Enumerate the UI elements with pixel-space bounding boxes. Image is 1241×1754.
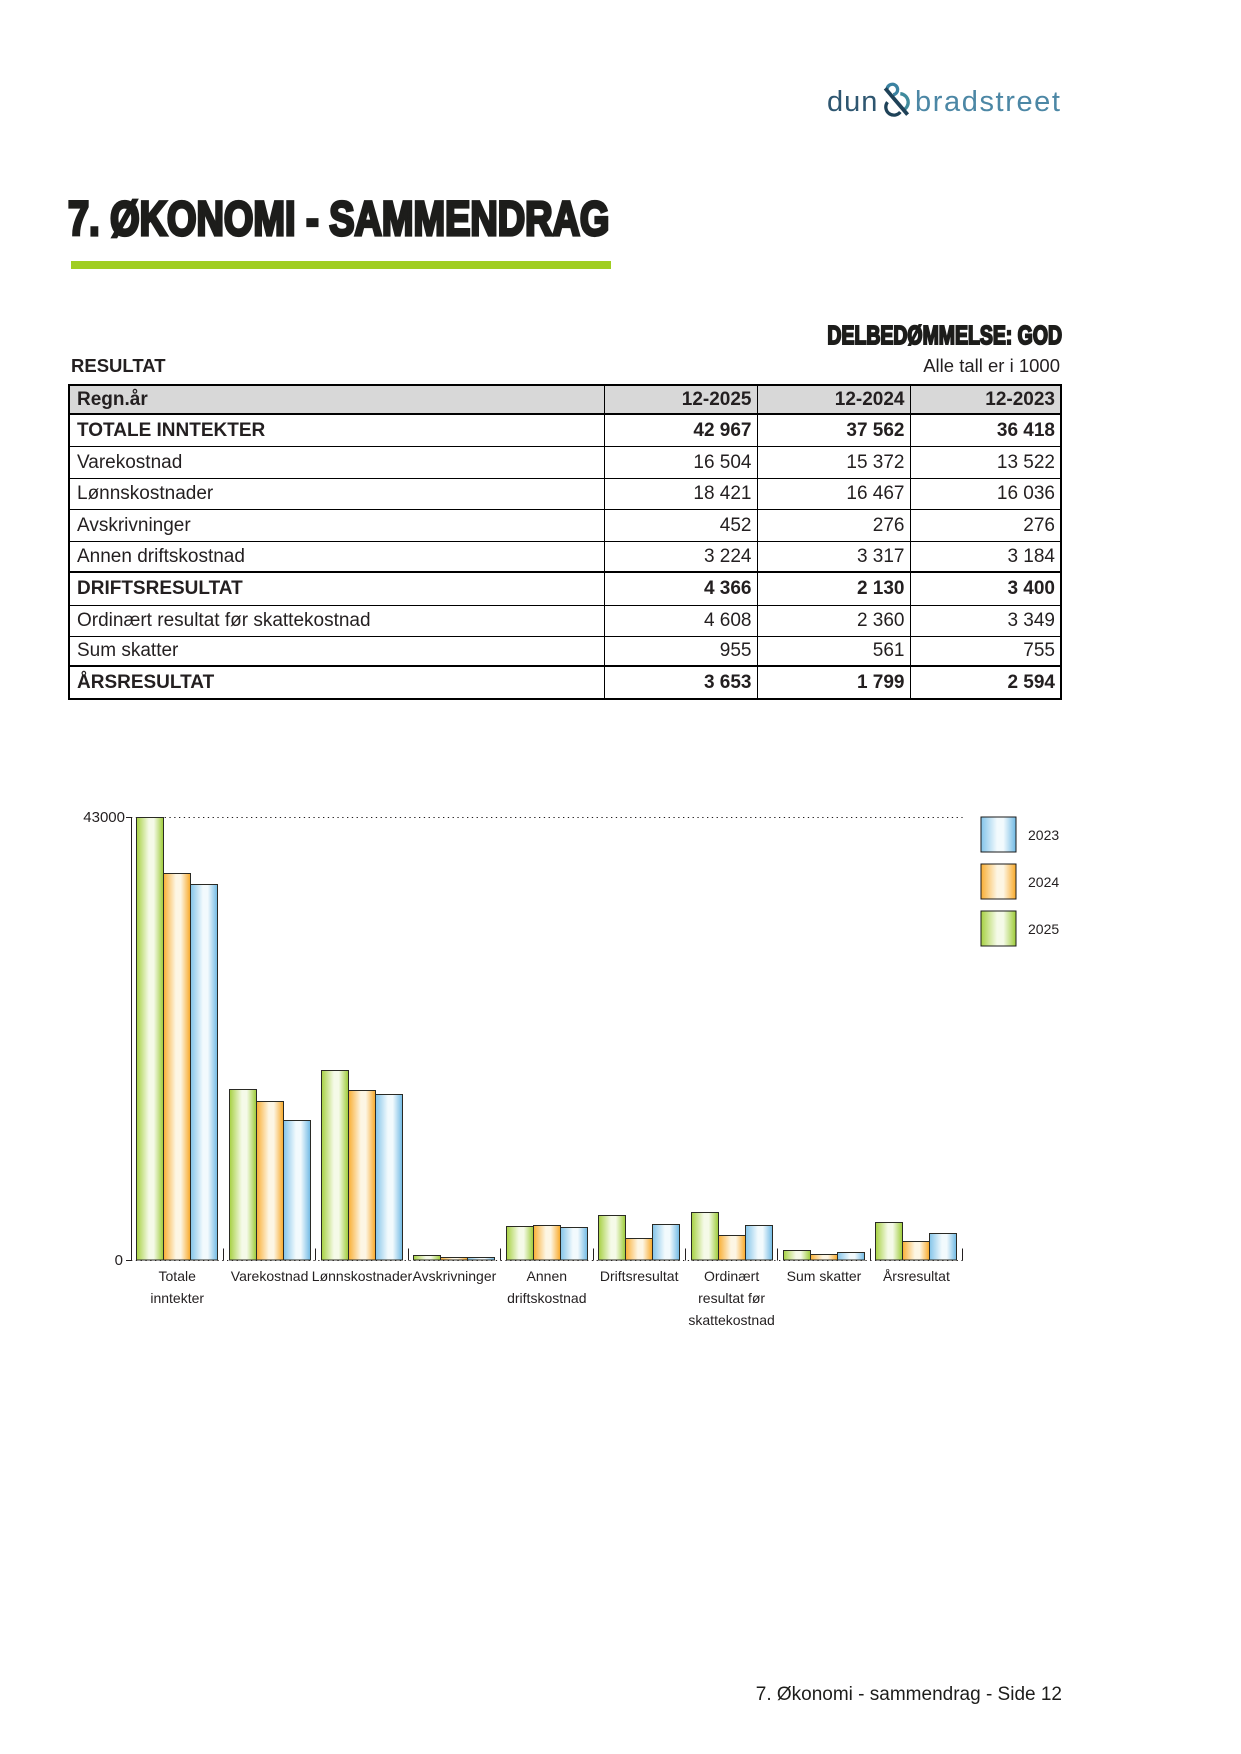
svg-text:Sum skatter: Sum skatter [787,1268,862,1284]
svg-text:Annen: Annen [527,1268,567,1284]
svg-text:43000: 43000 [83,809,125,826]
svg-text:2023: 2023 [1028,827,1059,843]
svg-text:0: 0 [115,1252,123,1269]
svg-text:skattekostnad: skattekostnad [688,1312,774,1328]
svg-text:inntekter: inntekter [150,1290,204,1306]
svg-text:Årsresultat: Årsresultat [883,1268,950,1284]
svg-text:driftskostnad: driftskostnad [507,1290,586,1306]
svg-text:Avskrivninger: Avskrivninger [413,1268,497,1284]
svg-text:Driftsresultat: Driftsresultat [600,1268,679,1284]
svg-text:resultat før: resultat før [698,1290,765,1306]
svg-text:Totale: Totale [159,1268,197,1284]
svg-text:Ordinært: Ordinært [704,1268,759,1284]
svg-text:2025: 2025 [1028,921,1059,937]
svg-text:Varekostnad: Varekostnad [231,1268,309,1284]
svg-text:Lønnskostnader: Lønnskostnader [312,1268,413,1284]
svg-text:2024: 2024 [1028,874,1059,890]
